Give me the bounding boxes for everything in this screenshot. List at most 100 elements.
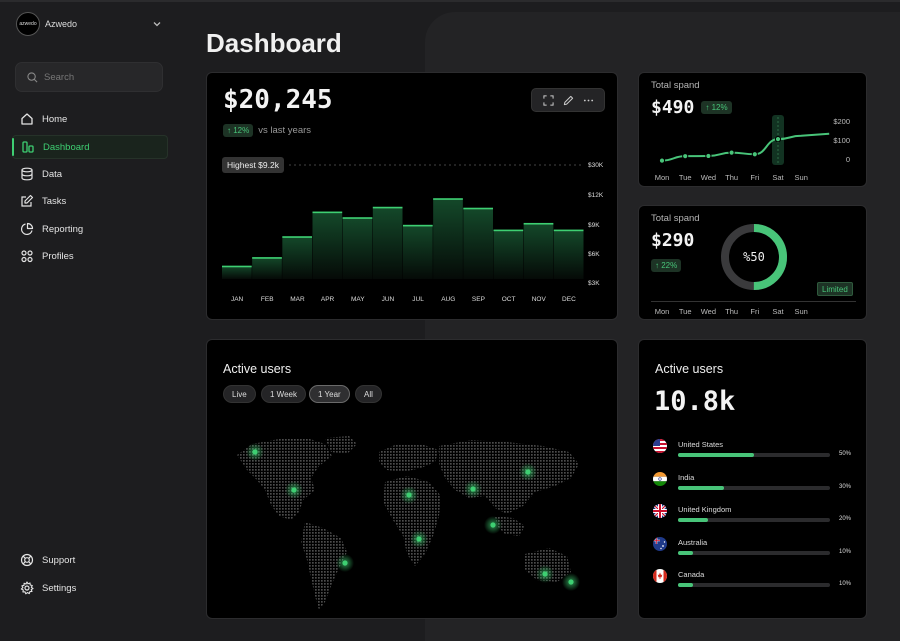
sidebar-item-support[interactable]: Support <box>12 548 168 572</box>
revenue-card: $20,245 ↑ 12% vs last years JAN FEB MAR APR… <box>206 72 618 320</box>
brand-name: Azwedo <box>45 19 78 29</box>
divider <box>651 301 856 302</box>
country-row-australia: Australia 10% <box>653 537 853 561</box>
hotspot-dot[interactable] <box>470 486 476 492</box>
bar-oct[interactable] <box>493 229 524 279</box>
sidebar-item-label: Home <box>42 113 68 125</box>
y-tick-label: $30K <box>588 162 604 169</box>
country-name: United States <box>678 440 724 449</box>
users-title: Active users <box>655 362 724 376</box>
expand-icon[interactable] <box>542 94 554 106</box>
limit-title: Total spand <box>651 213 700 224</box>
change-badge: ↑ 12% <box>223 124 254 137</box>
country-bar-fill <box>678 583 694 587</box>
hotspot-dot[interactable] <box>342 560 348 566</box>
y-tick-label: $12K <box>588 192 604 199</box>
x-tick-label: JUN <box>382 296 395 303</box>
bar-top-may <box>342 217 373 219</box>
limit-day-labels: Mon Tue Wed Thu Fri Sat Sun <box>639 307 866 317</box>
country-bar-track <box>678 453 830 457</box>
hotspot-dot[interactable] <box>252 449 258 455</box>
revenue-change: ↑ 12% vs last years <box>223 124 311 137</box>
spend-line-chart: Mon Tue Wed Thu Fri Sat Sun $200 $100 0 <box>655 115 850 182</box>
hotspot-dot[interactable] <box>291 487 297 493</box>
more-icon[interactable] <box>583 95 594 106</box>
chevron-down-icon[interactable] <box>152 19 162 29</box>
data-point-fri[interactable] <box>751 151 758 158</box>
limit-change-badge: ↑ 22% <box>651 259 682 272</box>
y-tick-label: 0 <box>846 155 850 164</box>
hotspot-dot[interactable] <box>406 492 412 498</box>
sidebar-item-reporting[interactable]: Reporting <box>12 217 168 241</box>
hotspot-dot[interactable] <box>542 571 548 577</box>
hotspot-dot[interactable] <box>490 522 496 528</box>
greenland <box>325 436 357 454</box>
bar-may[interactable] <box>342 217 373 279</box>
bar-aug[interactable] <box>433 198 463 279</box>
country-bar-fill <box>678 551 694 555</box>
x-tick-label: MAY <box>351 296 365 303</box>
sidebar-item-label: Settings <box>42 582 77 594</box>
y-tick-label: $9K <box>588 222 600 229</box>
bar-jul[interactable] <box>403 224 433 279</box>
x-tick-label: NOV <box>532 296 547 303</box>
country-name: India <box>678 473 695 482</box>
bar-nov[interactable] <box>523 222 554 279</box>
bar-feb[interactable] <box>252 257 282 279</box>
day-label: Mon <box>654 307 670 316</box>
sidebar-item-home[interactable]: Home <box>12 107 168 131</box>
bar-top-sep <box>463 207 493 210</box>
bar-top-aug <box>433 198 463 200</box>
x-tick-label: Tue <box>679 173 692 182</box>
us-flag-icon <box>653 439 667 453</box>
country-bar-fill <box>678 518 709 522</box>
data-point-sat[interactable] <box>774 136 782 143</box>
workspace-switcher[interactable]: azwedo Azwedo <box>16 12 162 36</box>
search-input[interactable] <box>44 71 154 83</box>
hotspot-dot[interactable] <box>525 469 531 475</box>
bar-sep[interactable] <box>463 207 493 279</box>
sidebar-item-tasks[interactable]: Tasks <box>12 189 168 213</box>
sidebar-item-label: Dashboard <box>43 141 90 153</box>
bar-apr[interactable] <box>312 211 343 279</box>
revenue-bar-chart: JAN FEB MAR APR MAY JUN JUL AUG SEP OCT NOV DEC $30K… <box>222 162 604 303</box>
uk-flag-icon <box>653 504 667 518</box>
bar-jan[interactable] <box>222 265 252 279</box>
lifebuoy-icon <box>20 553 34 567</box>
country-name: United Kingdom <box>678 505 732 514</box>
highest-label-text: Highest $9.2k <box>227 160 279 170</box>
data-point-wed[interactable] <box>705 152 712 160</box>
map-title: Active users <box>223 362 292 376</box>
filter-live[interactable]: Live <box>223 385 256 403</box>
country-percent: 50% <box>839 451 852 457</box>
sidebar-item-profiles[interactable]: Profiles <box>12 244 168 268</box>
bar-top-jul <box>403 224 433 227</box>
country-bar-track <box>678 583 830 587</box>
pencil-icon[interactable] <box>563 95 574 106</box>
country-row-canada: Canada 10% <box>653 569 853 593</box>
sidebar-item-settings[interactable]: Settings <box>12 576 168 600</box>
bar-dec[interactable] <box>553 229 584 279</box>
search-box[interactable] <box>15 62 163 92</box>
data-point-mon[interactable] <box>658 157 666 164</box>
spend-amount-row: $490 ↑ 12% <box>651 97 732 118</box>
data-point-tue[interactable] <box>682 153 689 160</box>
bar-mar[interactable] <box>282 236 312 279</box>
y-tick-label: $3K <box>588 280 600 287</box>
sidebar-item-dashboard[interactable]: Dashboard <box>12 135 168 159</box>
continents <box>237 436 579 610</box>
filter-all[interactable]: All <box>355 385 382 403</box>
filter-1-year[interactable]: 1 Year <box>309 385 350 403</box>
revenue-amount: $20,245 <box>223 85 333 115</box>
sidebar-item-data[interactable]: Data <box>12 162 168 186</box>
day-label: Tue <box>678 307 692 316</box>
hotspot-dot[interactable] <box>568 579 574 585</box>
bar-top-apr <box>312 211 343 214</box>
bar-jun[interactable] <box>372 206 403 279</box>
country-name: Canada <box>678 570 705 579</box>
hotspot-dot[interactable] <box>416 536 422 542</box>
filter-1-week[interactable]: 1 Week <box>261 385 306 403</box>
x-tick-label: Sun <box>795 173 808 182</box>
page-title: Dashboard <box>206 28 342 58</box>
data-point-thu[interactable] <box>728 149 735 156</box>
